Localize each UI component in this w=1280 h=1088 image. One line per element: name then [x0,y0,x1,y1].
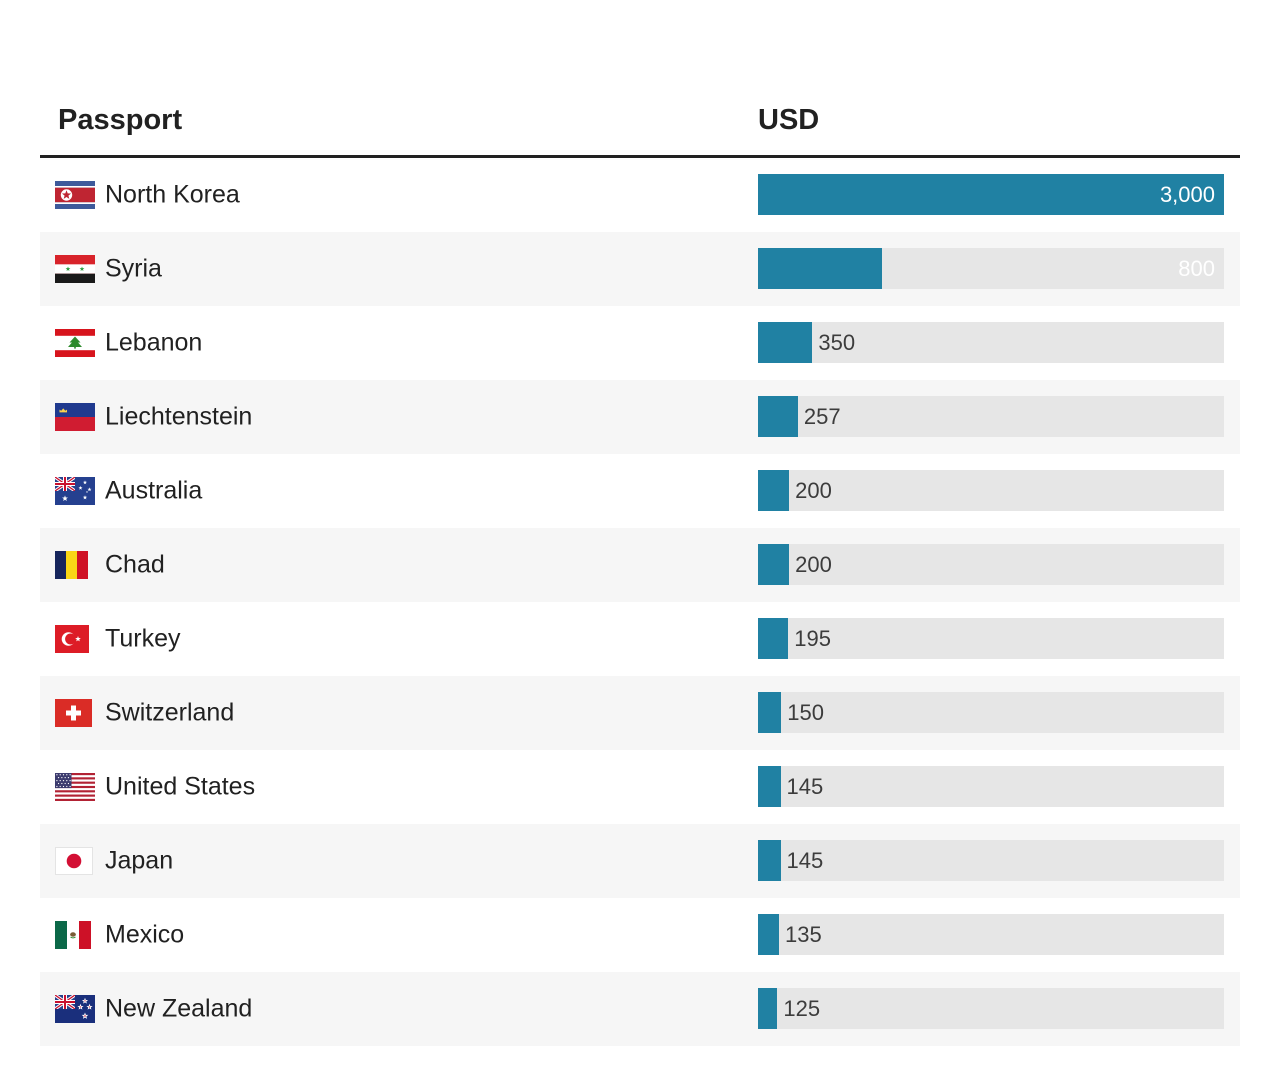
table-row: United States 145 [40,750,1240,824]
bar-track: 200 [758,470,1224,511]
bar-track: 3,000 [758,174,1224,215]
bar [758,840,781,881]
bar-track: 350 [758,322,1224,363]
table-row: Mexico 135 [40,898,1240,972]
bar-track: 145 [758,840,1224,881]
turkey-flag-icon [55,625,97,653]
country-label: Turkey [105,624,181,653]
bar-track: 145 [758,766,1224,807]
bar-value-label: 200 [795,551,832,577]
country-label: Japan [105,846,174,875]
country-label: Liechtenstein [105,402,253,431]
table-row: Syria 800 [40,232,1240,306]
bar-value-label: 145 [786,847,824,873]
table-row: Liechtenstein 257 [40,380,1240,454]
table-row: Chad 200 [40,528,1240,602]
bar-track: 800 [758,248,1224,289]
country-label: Australia [105,476,203,505]
table-row: Japan 145 [40,824,1240,898]
bar [758,618,789,659]
country-label: Switzerland [105,698,235,727]
liechtenstein-flag-icon [55,403,97,431]
syria-flag-icon [55,255,97,283]
country-label: New Zealand [105,994,253,1023]
bar-value-label: 800 [1178,255,1215,281]
table-row: Lebanon 350 [40,306,1240,380]
bar [758,248,883,289]
bar [758,396,798,437]
country-label: Chad [105,550,165,579]
table-body: North Korea 3,000 Syria 800 Lebanon 350 … [40,158,1240,1046]
table-row: Switzerland 150 [40,676,1240,750]
column-header-passport: Passport [58,104,183,136]
new-zealand-flag-icon [55,995,97,1023]
bar-track: 195 [758,618,1224,659]
table-row: Australia 200 [40,454,1240,528]
bar-value-label: 3,000 [1159,181,1215,207]
switzerland-flag-icon [55,699,97,727]
united-states-flag-icon [55,773,97,801]
country-label: United States [105,772,256,801]
japan-flag-icon [55,847,97,875]
passport-cost-table: Passport USD North Korea 3,000 Syria 800… [40,98,1240,1046]
bar-value-label: 195 [794,625,832,651]
north-korea-flag-icon [55,181,97,209]
table-header: Passport USD [40,98,1240,158]
bar-value-label: 145 [786,773,824,799]
bar-value-label: 257 [803,403,841,429]
table-row: North Korea 3,000 [40,158,1240,232]
bar [758,914,779,955]
australia-flag-icon [55,477,97,505]
bar-value-label: 135 [785,921,822,947]
bar [758,470,790,511]
bar-track: 257 [758,396,1224,437]
country-label: North Korea [105,180,240,209]
bar [758,174,1224,215]
bar [758,322,813,363]
country-label: Syria [105,254,162,283]
bar [758,692,782,733]
country-label: Mexico [105,920,185,949]
bar-value-label: 200 [795,477,832,503]
column-header-usd: USD [758,104,820,136]
bar-track: 150 [758,692,1224,733]
table-row: New Zealand 125 [40,972,1240,1046]
bar-value-label: 125 [783,995,821,1021]
bar-value-label: 350 [818,329,856,355]
bar [758,988,778,1029]
chad-flag-icon [55,551,97,579]
bar-track: 125 [758,988,1224,1029]
bar [758,544,790,585]
mexico-flag-icon [55,921,97,949]
country-label: Lebanon [105,328,203,357]
bar-track: 200 [758,544,1224,585]
lebanon-flag-icon [55,329,97,357]
bar-value-label: 150 [787,699,825,725]
table-row: Turkey 195 [40,602,1240,676]
bar-track: 135 [758,914,1224,955]
bar [758,766,781,807]
